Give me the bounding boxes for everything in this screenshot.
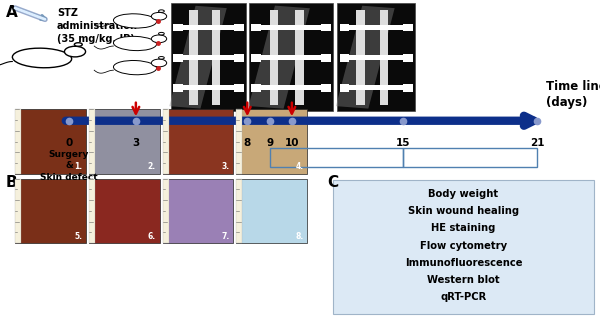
Bar: [173, 24, 183, 32]
Bar: [251, 84, 261, 92]
Text: Time line
(days): Time line (days): [546, 80, 600, 109]
Ellipse shape: [74, 43, 82, 46]
Bar: [173, 54, 183, 62]
Bar: [15, 179, 21, 243]
Text: 9: 9: [266, 138, 273, 148]
Bar: [337, 3, 415, 111]
Text: Skin wound healing: Skin wound healing: [408, 206, 519, 216]
Bar: [340, 54, 349, 62]
Bar: [403, 24, 413, 32]
Text: 5.: 5.: [74, 232, 82, 241]
Bar: [163, 179, 233, 243]
Bar: [234, 24, 244, 32]
Ellipse shape: [13, 48, 71, 68]
Text: qRT-PCR: qRT-PCR: [440, 292, 487, 302]
Bar: [269, 148, 403, 167]
Bar: [321, 84, 331, 92]
Text: B: B: [6, 175, 17, 191]
Bar: [342, 25, 410, 30]
Bar: [236, 109, 307, 174]
Bar: [254, 25, 328, 30]
Text: 0: 0: [65, 138, 73, 148]
Bar: [15, 109, 21, 174]
Text: 3.: 3.: [221, 162, 230, 171]
Ellipse shape: [151, 13, 167, 20]
Ellipse shape: [113, 36, 157, 51]
Text: 7.: 7.: [221, 232, 230, 241]
Bar: [403, 84, 413, 92]
Ellipse shape: [151, 35, 167, 43]
Bar: [234, 84, 244, 92]
Text: 3: 3: [132, 138, 139, 148]
Bar: [295, 10, 304, 105]
Bar: [89, 109, 95, 174]
Text: HE staining: HE staining: [431, 223, 496, 233]
Text: A: A: [6, 5, 18, 20]
Bar: [254, 55, 328, 60]
Bar: [163, 109, 169, 174]
Bar: [333, 180, 594, 314]
Bar: [89, 179, 95, 243]
Bar: [171, 3, 246, 111]
Ellipse shape: [113, 61, 157, 75]
Bar: [342, 85, 410, 90]
Bar: [234, 54, 244, 62]
Bar: [342, 55, 410, 60]
Bar: [15, 179, 86, 243]
Bar: [380, 10, 388, 105]
Bar: [321, 24, 331, 32]
Bar: [176, 85, 241, 90]
Text: 15: 15: [396, 138, 410, 148]
Bar: [163, 109, 233, 174]
Text: 4.: 4.: [295, 162, 304, 171]
Bar: [212, 10, 220, 105]
Text: 8: 8: [244, 138, 251, 148]
Bar: [403, 148, 537, 167]
Text: Flow cytometry: Flow cytometry: [420, 241, 507, 251]
Bar: [189, 10, 197, 105]
Bar: [251, 54, 261, 62]
Text: 1.: 1.: [74, 162, 82, 171]
Bar: [163, 179, 169, 243]
Bar: [236, 179, 242, 243]
Text: 21: 21: [530, 138, 544, 148]
Text: 10: 10: [284, 138, 299, 148]
Ellipse shape: [64, 46, 86, 57]
Bar: [403, 54, 413, 62]
Text: 8.: 8.: [295, 232, 304, 241]
Ellipse shape: [113, 14, 157, 28]
Ellipse shape: [151, 59, 167, 67]
Bar: [176, 25, 241, 30]
Ellipse shape: [158, 10, 164, 13]
Bar: [248, 5, 310, 109]
Bar: [173, 84, 183, 92]
Bar: [89, 109, 160, 174]
Ellipse shape: [158, 57, 164, 59]
Bar: [340, 24, 349, 32]
Text: 2.: 2.: [148, 162, 156, 171]
Text: Surgery
&
Skin defect: Surgery & Skin defect: [40, 138, 98, 182]
Text: Immunofluorescence: Immunofluorescence: [405, 258, 522, 268]
Bar: [254, 85, 328, 90]
Bar: [236, 179, 307, 243]
Bar: [89, 179, 160, 243]
Text: STZ
administration
(35 mg/kg, IP): STZ administration (35 mg/kg, IP): [57, 8, 138, 44]
Bar: [169, 6, 227, 109]
Bar: [176, 55, 241, 60]
Bar: [356, 10, 365, 105]
Text: Body weight: Body weight: [428, 189, 499, 199]
Text: C: C: [327, 175, 338, 191]
Text: Western blot: Western blot: [427, 275, 500, 285]
Bar: [340, 84, 349, 92]
Bar: [15, 109, 86, 174]
Bar: [321, 54, 331, 62]
Ellipse shape: [158, 33, 164, 35]
Bar: [249, 3, 333, 111]
Text: 6.: 6.: [148, 232, 156, 241]
Bar: [270, 10, 278, 105]
Bar: [336, 6, 395, 109]
Bar: [251, 24, 261, 32]
Bar: [236, 109, 242, 174]
